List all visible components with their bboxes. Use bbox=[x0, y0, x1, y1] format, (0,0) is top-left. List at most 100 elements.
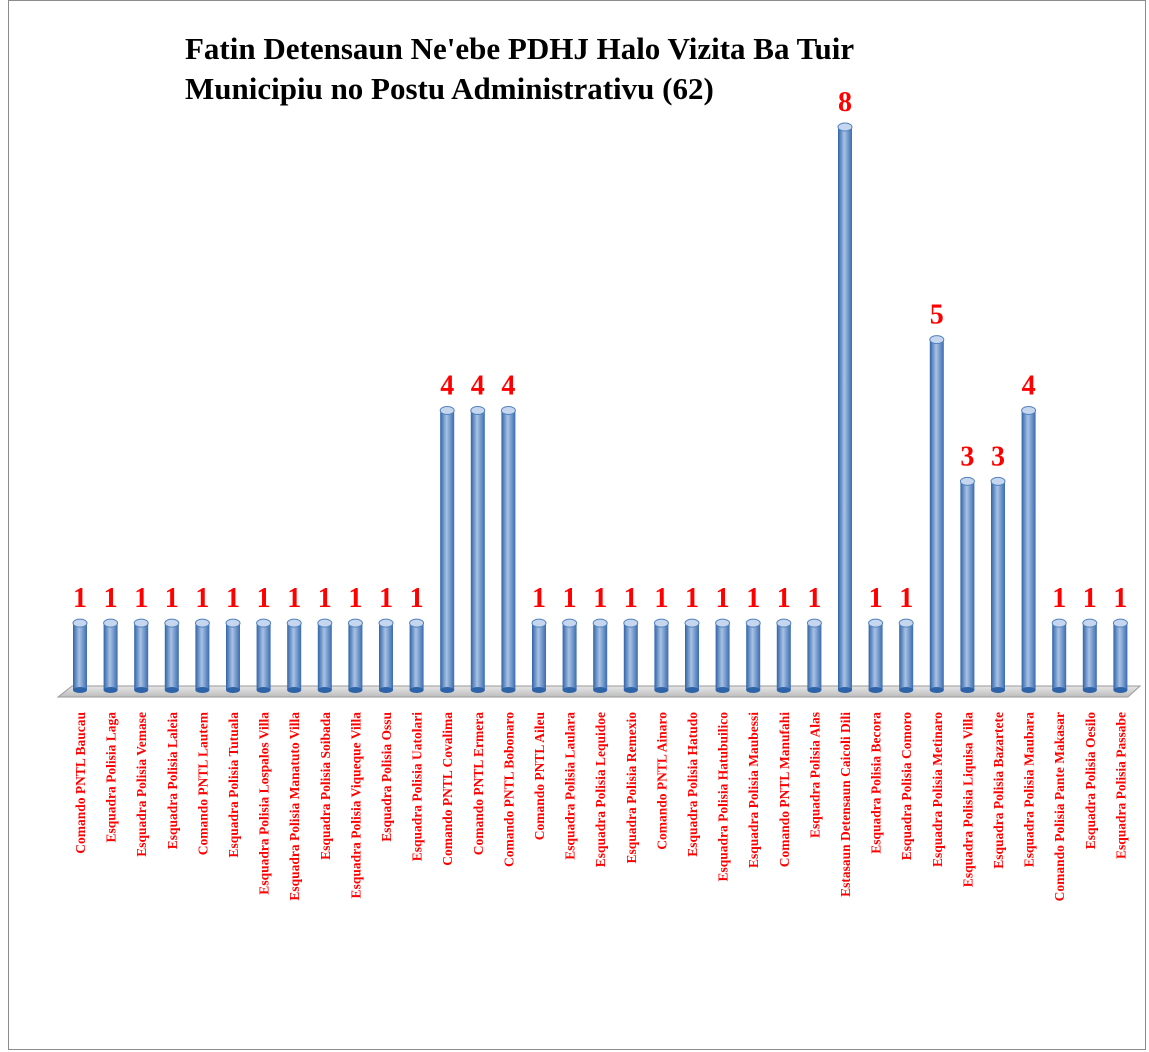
category-label: Esquadra Polisia Becora bbox=[869, 712, 884, 854]
value-label: 4 bbox=[501, 371, 515, 402]
bar bbox=[256, 618, 272, 693]
chart-title-line-2: Municipiu no Postu Administrativu (62) bbox=[185, 71, 714, 106]
category-label: Esquadra Polisia Hatudo bbox=[685, 712, 700, 857]
bar bbox=[959, 476, 975, 693]
value-label: 1 bbox=[257, 583, 271, 614]
bar bbox=[684, 618, 700, 693]
value-label: 3 bbox=[991, 441, 1005, 472]
bar bbox=[286, 618, 302, 693]
bar bbox=[470, 406, 486, 693]
value-label: 1 bbox=[654, 583, 668, 614]
value-label: 4 bbox=[440, 371, 454, 402]
bar bbox=[103, 618, 119, 693]
chart-title: Fatin Detensaun Ne'ebe PDHJ Halo Vizita … bbox=[185, 29, 1005, 109]
value-label: 1 bbox=[869, 583, 883, 614]
value-label: 1 bbox=[410, 583, 424, 614]
bar bbox=[1051, 618, 1067, 693]
category-label: Esquadra Polisia Maubara bbox=[1022, 712, 1037, 868]
chart-title-line-1: Fatin Detensaun Ne'ebe PDHJ Halo Vizita … bbox=[185, 31, 855, 66]
category-label: Esquadra Polisia Passabe bbox=[1113, 712, 1128, 859]
bars-group bbox=[72, 122, 1128, 693]
bar bbox=[378, 618, 394, 693]
value-label: 1 bbox=[899, 583, 913, 614]
category-label: Esquadra Polisia Vemase bbox=[134, 712, 149, 857]
value-label: 1 bbox=[807, 583, 821, 614]
value-label: 1 bbox=[318, 583, 332, 614]
category-label: Esquadra Polisia Laga bbox=[104, 712, 119, 843]
value-label: 4 bbox=[471, 371, 485, 402]
category-label: Esquadra Polisia Lequidoe bbox=[593, 712, 608, 867]
value-label: 1 bbox=[73, 583, 87, 614]
bar bbox=[225, 618, 241, 693]
bar bbox=[133, 618, 149, 693]
category-label: Comando PNTL Aileu bbox=[532, 712, 547, 841]
bar bbox=[898, 618, 914, 693]
value-label: 1 bbox=[746, 583, 760, 614]
category-label: Comando PNTL Ermera bbox=[471, 712, 486, 855]
bar bbox=[439, 406, 455, 693]
bar bbox=[500, 406, 516, 693]
value-label: 1 bbox=[226, 583, 240, 614]
category-label: Esquadra Polisia Viqueque Villa bbox=[348, 712, 363, 899]
category-label: Esquadra Polisia Laleia bbox=[165, 712, 180, 850]
category-label: Estasaun Detensaun Caicoli Dili bbox=[838, 712, 853, 897]
value-label: 1 bbox=[563, 583, 577, 614]
category-label: Esquadra Polisia Soibada bbox=[318, 712, 333, 860]
value-label: 1 bbox=[777, 583, 791, 614]
category-label: Esquadra Polisia Laulara bbox=[563, 712, 578, 860]
value-label: 1 bbox=[532, 583, 546, 614]
value-label: 1 bbox=[624, 583, 638, 614]
category-label: Esquadra Polisia Hatubuilico bbox=[716, 712, 731, 882]
category-label: Esquadra Polisia Lospalos Villa bbox=[257, 712, 272, 895]
category-label: Esquadra Polisia Uatolari bbox=[410, 712, 425, 862]
category-labels-group: Comando PNTL Baucau Esquadra Polisia Laga… bbox=[73, 711, 1128, 901]
category-label: Esquadra Polisia Oesilo bbox=[1083, 712, 1098, 850]
value-label: 1 bbox=[1052, 583, 1066, 614]
bar bbox=[929, 335, 945, 693]
value-label: 1 bbox=[685, 583, 699, 614]
value-labels-group: 1 1 1 1 1 1 1 1 1 1 1 14 4 41 1 1 1 1 1 1 1 1 181 153 341 1 1 bbox=[73, 87, 1127, 614]
bar bbox=[1082, 618, 1098, 693]
chart-frame: Fatin Detensaun Ne'ebe PDHJ Halo Vizita … bbox=[8, 0, 1146, 1050]
bar bbox=[194, 618, 210, 693]
value-label: 4 bbox=[1022, 371, 1036, 402]
category-label: Esquadra Polisia Bazartete bbox=[991, 712, 1006, 869]
value-label: 3 bbox=[960, 441, 974, 472]
bar bbox=[1021, 406, 1037, 693]
bar bbox=[776, 618, 792, 693]
category-label: Esquadra Polisia Metinaro bbox=[930, 712, 945, 867]
value-label: 1 bbox=[348, 583, 362, 614]
value-label: 5 bbox=[930, 300, 944, 331]
bar bbox=[990, 476, 1006, 693]
bar bbox=[623, 618, 639, 693]
value-label: 1 bbox=[1083, 583, 1097, 614]
bar bbox=[745, 618, 761, 693]
bar bbox=[715, 618, 731, 693]
value-label: 1 bbox=[195, 583, 209, 614]
category-label: Comando Polisia Pante Makasar bbox=[1052, 712, 1067, 901]
category-label: Esquadra Polisia Remexio bbox=[624, 712, 639, 864]
value-label: 1 bbox=[104, 583, 118, 614]
bar bbox=[562, 618, 578, 693]
category-label: Comando PNTL Lautem bbox=[195, 711, 210, 855]
bar bbox=[317, 618, 333, 693]
value-label: 1 bbox=[134, 583, 148, 614]
bar bbox=[347, 618, 363, 693]
bar bbox=[409, 618, 425, 693]
value-label: 1 bbox=[287, 583, 301, 614]
category-label: Esquadra Polisia Manatuto Villa bbox=[287, 712, 302, 901]
bar bbox=[653, 618, 669, 693]
value-label: 1 bbox=[593, 583, 607, 614]
bar bbox=[868, 618, 884, 693]
value-label: 1 bbox=[1113, 583, 1127, 614]
category-label: Comando PNTL Baucau bbox=[73, 712, 88, 854]
bar bbox=[837, 122, 853, 693]
bar bbox=[531, 618, 547, 693]
value-label: 8 bbox=[838, 87, 852, 118]
category-label: Esquadra Polisia Maubessi bbox=[746, 712, 761, 868]
bar bbox=[164, 618, 180, 693]
category-label: Esquadra Polisia Tutuala bbox=[226, 712, 241, 858]
value-label: 1 bbox=[716, 583, 730, 614]
category-label: Comando PNTL Ainaro bbox=[654, 712, 669, 850]
